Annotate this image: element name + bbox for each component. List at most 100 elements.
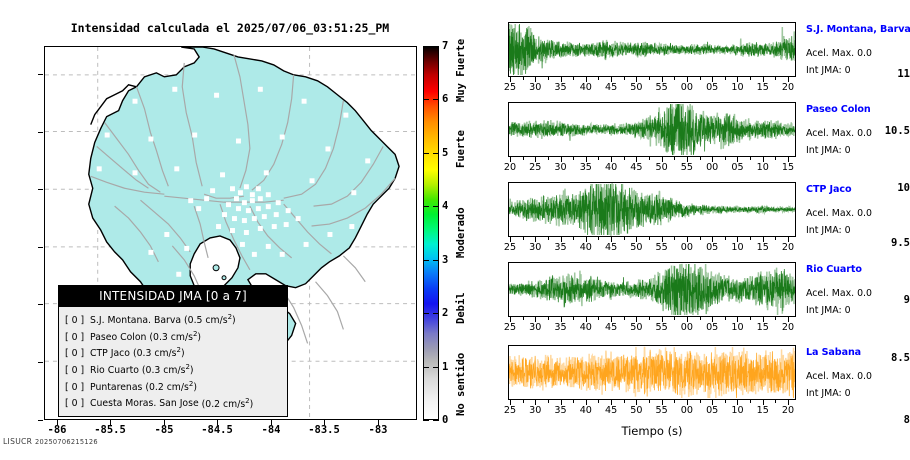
seismogram-time-axis: 25 30 35 40 45 50 55 00 05 10 15 20 <box>504 317 796 335</box>
time-minor-tick <box>699 317 701 320</box>
seismogram-panel[interactable]: 25 30 35 40 45 50 55 00 05 10 15 20 <box>504 345 796 418</box>
map-legend-title: INTENSIDAD JMA [0 a 7] <box>59 286 287 307</box>
time-tick-label: 45 <box>604 82 618 93</box>
time-minor-tick <box>724 237 726 240</box>
trace-line <box>509 23 795 76</box>
time-tick-label: 00 <box>680 405 694 416</box>
time-minor-tick <box>598 400 600 403</box>
time-tick <box>762 157 764 162</box>
time-tick-label: 40 <box>579 82 592 93</box>
seismogram-panel[interactable]: 20 25 30 35 40 45 50 55 00 05 10 15 <box>504 102 796 175</box>
time-minor-tick <box>573 317 575 320</box>
legend-accel-value: (0.3 cm/s2) <box>149 329 202 343</box>
seismogram-trace-box[interactable] <box>508 182 796 237</box>
time-tick <box>712 237 714 242</box>
time-tick <box>661 400 663 405</box>
station-name-label[interactable]: Rio Cuarto <box>806 264 862 275</box>
time-tick <box>762 317 764 322</box>
time-tick <box>560 77 562 82</box>
seismogram-svg <box>509 263 795 316</box>
x-tick-label: -86 <box>47 424 67 436</box>
time-minor-tick <box>750 400 752 403</box>
watermark: LISUCR 20250706215126 <box>3 437 98 446</box>
time-tick <box>737 237 739 242</box>
trace-line <box>509 349 795 399</box>
seismogram-trace-box[interactable] <box>508 262 796 317</box>
time-tick-label: 45 <box>604 405 618 416</box>
time-tick <box>611 317 613 322</box>
time-minor-tick <box>547 400 549 403</box>
y-tick-label: 9 <box>903 294 910 306</box>
colorbar-tick-label: 6 <box>442 93 449 105</box>
colorbar-tick-label: 3 <box>442 254 449 266</box>
time-tick <box>535 77 537 82</box>
time-tick <box>535 400 537 405</box>
time-minor-tick <box>699 400 701 403</box>
map-legend: INTENSIDAD JMA [0 a 7] [ 0 ] S.J. Montan… <box>58 285 288 418</box>
time-minor-tick <box>623 237 625 240</box>
seismogram-svg <box>509 346 795 399</box>
time-tick <box>712 317 714 322</box>
time-axis-label: Tiempo (s) <box>621 424 683 438</box>
time-minor-tick <box>724 77 726 80</box>
time-tick-label: 55 <box>680 162 694 173</box>
station-name-label[interactable]: S.J. Montana, Barva <box>806 24 910 35</box>
seismogram-trace-box[interactable] <box>508 22 796 77</box>
time-tick-label: 40 <box>579 322 592 333</box>
legend-station-name: Rio Cuarto <box>90 365 139 377</box>
map-legend-row: [ 0 ] Puntarenas (0.2 cm/s2) <box>65 378 281 395</box>
time-minor-tick <box>649 157 650 160</box>
time-tick-label: 05 <box>706 242 719 253</box>
time-tick <box>510 157 511 162</box>
time-minor-tick <box>674 77 676 80</box>
time-minor-tick <box>674 317 676 320</box>
colorbar-tick-label: 2 <box>442 307 449 319</box>
time-tick <box>636 237 638 242</box>
time-tick <box>535 157 537 162</box>
legend-jma-value: [ 0 ] <box>65 315 85 327</box>
time-tick <box>712 400 714 405</box>
time-tick-label: 35 <box>554 405 567 416</box>
colorbar-category-no-sentido: No sentido <box>455 352 467 416</box>
time-tick-label: 00 <box>680 242 694 253</box>
seismogram-meta: CTP Jaco Acel. Max. 0.0 Int JMA: 0 <box>806 184 910 236</box>
time-tick <box>510 400 511 405</box>
acceleration-max-label: Acel. Max. 0.0 <box>806 208 872 219</box>
time-tick-label: 25 <box>529 162 542 173</box>
time-minor-tick <box>623 317 625 320</box>
acceleration-max-label: Acel. Max. 0.0 <box>806 371 872 382</box>
time-tick-label: 20 <box>781 405 795 416</box>
time-tick-label: 30 <box>529 405 542 416</box>
seismogram-time-axis: 25 30 35 40 45 50 55 00 05 10 15 20 <box>504 400 796 418</box>
time-tick <box>686 400 688 405</box>
time-tick-label: 10 <box>756 162 769 173</box>
seismogram-trace-box[interactable] <box>508 102 796 157</box>
time-tick-label: 15 <box>781 162 795 173</box>
station-name-label[interactable]: La Sabana <box>806 347 862 358</box>
time-tick <box>788 77 789 82</box>
time-tick <box>585 77 587 82</box>
time-tick-label: 45 <box>630 162 643 173</box>
time-tick <box>737 77 739 82</box>
map-legend-row: [ 0 ] Cuesta Moras. San Jose (0.2 cm/s2) <box>65 394 281 411</box>
seismogram-panel[interactable]: 25 30 35 40 45 50 55 00 05 10 15 20 <box>504 262 796 335</box>
colorbar-category-moderado: Moderado <box>455 207 467 258</box>
seismogram-panel[interactable]: 25 30 35 40 45 50 55 00 05 10 15 20 <box>504 182 796 255</box>
legend-jma-value: [ 0 ] <box>65 381 85 393</box>
time-tick <box>712 157 714 162</box>
time-minor-tick <box>522 317 524 320</box>
time-tick <box>560 400 562 405</box>
legend-jma-value: [ 0 ] <box>65 365 85 377</box>
station-name-label[interactable]: CTP Jaco <box>806 184 852 195</box>
y-tick-label: 9.5 <box>891 237 910 249</box>
seismogram-svg <box>509 23 795 76</box>
station-name-label[interactable]: Paseo Colon <box>806 104 871 115</box>
time-tick <box>788 400 789 405</box>
time-tick <box>686 77 688 82</box>
seismogram-trace-box[interactable] <box>508 345 796 400</box>
seismogram-panel[interactable]: 25 30 35 40 45 50 55 00 05 10 15 20 <box>504 22 796 95</box>
time-tick-label: 20 <box>781 322 795 333</box>
time-minor-tick <box>775 400 777 403</box>
time-tick <box>585 157 587 162</box>
time-minor-tick <box>674 157 676 160</box>
